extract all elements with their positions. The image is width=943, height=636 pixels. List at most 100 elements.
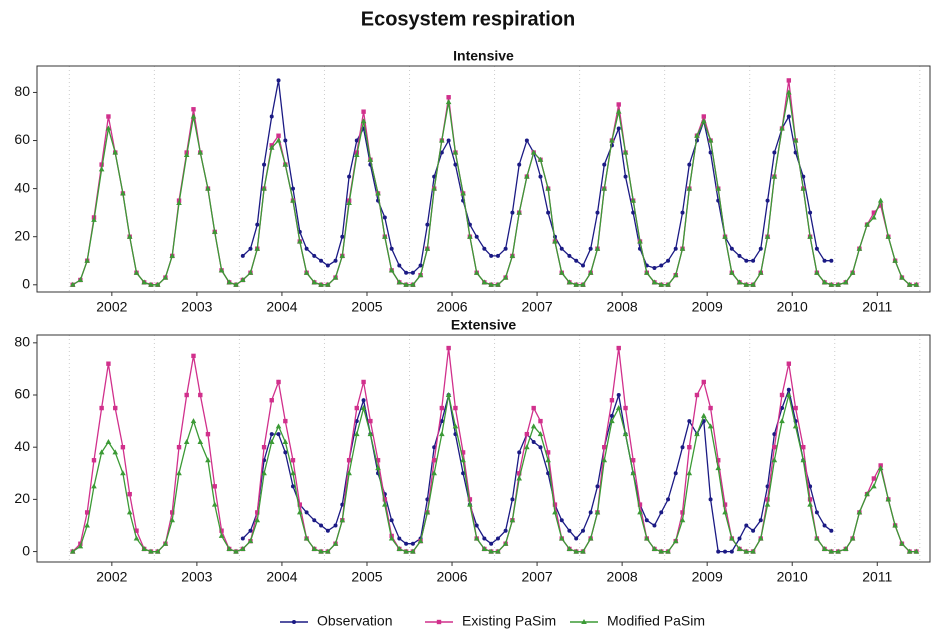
marker-triangle xyxy=(609,137,615,143)
marker-triangle xyxy=(750,548,756,554)
marker-triangle xyxy=(587,535,594,541)
marker-triangle xyxy=(615,405,622,411)
marker-triangle xyxy=(197,438,204,444)
marker-square xyxy=(191,107,196,112)
marker-circle xyxy=(439,150,444,155)
marker-triangle xyxy=(275,137,282,143)
marker-triangle xyxy=(877,197,884,203)
marker-square xyxy=(106,114,111,119)
marker-triangle xyxy=(771,457,778,463)
marker-triangle xyxy=(814,535,820,541)
marker-circle xyxy=(292,620,296,624)
marker-circle xyxy=(269,114,274,119)
marker-circle xyxy=(644,518,649,523)
marker-circle xyxy=(751,528,756,533)
marker-circle xyxy=(333,523,338,528)
marker-circle xyxy=(595,484,600,489)
marker-triangle xyxy=(218,532,225,538)
marker-circle xyxy=(829,258,834,263)
marker-square xyxy=(120,444,126,450)
marker-square xyxy=(623,405,628,411)
marker-circle xyxy=(524,138,529,143)
marker-triangle xyxy=(524,173,530,179)
marker-circle xyxy=(495,536,500,541)
marker-circle xyxy=(312,518,317,523)
marker-triangle xyxy=(346,470,352,476)
marker-square xyxy=(354,405,359,411)
marker-triangle xyxy=(98,449,105,455)
marker-triangle xyxy=(871,214,877,220)
marker-triangle xyxy=(779,418,785,424)
marker-square xyxy=(198,392,203,398)
marker-square xyxy=(694,392,700,398)
marker-square xyxy=(807,497,813,502)
marker-circle xyxy=(510,210,515,215)
marker-triangle xyxy=(396,279,403,285)
y-tick-label: 60 xyxy=(14,131,30,147)
marker-triangle xyxy=(481,279,488,285)
x-tick-label: 2005 xyxy=(351,299,382,315)
marker-triangle xyxy=(332,540,339,546)
marker-circle xyxy=(602,162,607,167)
x-tick-label: 2006 xyxy=(436,569,467,585)
marker-triangle xyxy=(856,245,863,251)
marker-triangle xyxy=(622,149,629,155)
marker-square xyxy=(793,405,798,411)
marker-square xyxy=(99,162,104,167)
marker-circle xyxy=(304,510,309,515)
marker-circle xyxy=(801,174,806,179)
marker-circle xyxy=(276,432,281,437)
marker-circle xyxy=(758,246,763,251)
marker-triangle xyxy=(190,418,197,424)
marker-circle xyxy=(758,518,763,523)
y-tick-label: 20 xyxy=(14,490,30,506)
marker-circle xyxy=(793,150,798,155)
marker-circle xyxy=(467,222,472,227)
marker-circle xyxy=(666,258,671,263)
marker-triangle xyxy=(375,465,381,471)
marker-square xyxy=(517,471,522,476)
panel: Extensive 0 20 40 60 80 2002 2003 2004 2005 2006 20… xyxy=(14,317,931,585)
marker-square xyxy=(609,398,615,403)
marker-square xyxy=(184,392,189,398)
marker-triangle xyxy=(694,431,700,437)
marker-triangle xyxy=(254,245,261,251)
marker-triangle xyxy=(786,392,792,398)
marker-circle xyxy=(609,413,614,418)
marker-triangle xyxy=(530,149,537,155)
marker-circle xyxy=(248,246,253,251)
marker-triangle xyxy=(743,281,750,287)
marker-triangle xyxy=(707,137,714,143)
marker-triangle xyxy=(637,238,643,244)
marker-square xyxy=(545,450,551,455)
legend: Observation Existing PaSim Modified PaSim xyxy=(280,613,705,629)
marker-triangle xyxy=(105,438,112,444)
marker-triangle xyxy=(630,197,636,203)
marker-circle xyxy=(319,258,324,263)
marker-triangle xyxy=(736,279,743,285)
marker-triangle xyxy=(792,423,799,429)
marker-triangle xyxy=(885,496,892,502)
legend-label: Modified PaSim xyxy=(607,613,705,629)
x-tick-label: 2007 xyxy=(522,569,553,585)
marker-square xyxy=(722,502,728,507)
marker-triangle xyxy=(552,509,558,515)
marker-triangle xyxy=(282,438,289,444)
marker-square xyxy=(261,444,267,450)
marker-triangle xyxy=(318,281,324,287)
marker-circle xyxy=(333,258,338,263)
marker-triangle xyxy=(296,238,303,244)
x-tick-label: 2011 xyxy=(862,299,892,315)
marker-triangle xyxy=(431,185,437,191)
marker-triangle xyxy=(126,509,133,515)
marker-square xyxy=(127,491,132,497)
y-tick-label: 0 xyxy=(22,275,30,291)
marker-circle xyxy=(729,246,734,251)
marker-circle xyxy=(829,528,834,533)
marker-square xyxy=(439,405,445,411)
marker-triangle xyxy=(828,548,835,554)
marker-triangle xyxy=(871,483,877,489)
marker-triangle xyxy=(141,545,147,551)
marker-triangle xyxy=(686,470,693,476)
